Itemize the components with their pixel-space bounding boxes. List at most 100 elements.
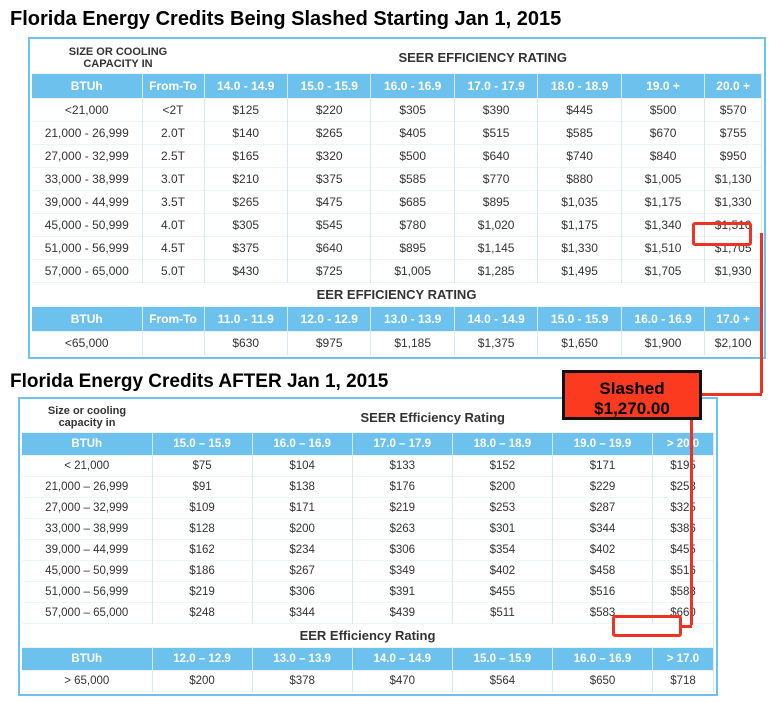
table-cell: 27,000 – 32,999: [22, 498, 152, 519]
table-cell: 2.5T: [142, 144, 204, 167]
table-cell: $570: [705, 98, 762, 121]
table-row: 45,000 – 50,999$186$267$349$402$458$516: [22, 561, 714, 582]
table-cell: $950: [705, 144, 762, 167]
table-cell: $455: [452, 582, 552, 603]
table-cell: $306: [252, 582, 352, 603]
table-row: 51,000 - 56,9994.5T$375$640$895$1,145$1,…: [32, 236, 762, 259]
col-header: 11.0 - 11.9: [204, 306, 287, 331]
table-cell: $162: [152, 540, 252, 561]
table-cell: $475: [287, 190, 370, 213]
table-cell: $840: [621, 144, 704, 167]
table-row: <65,000$630$975$1,185$1,375$1,650$1,900$…: [32, 331, 762, 354]
table-cell: $104: [252, 456, 352, 477]
table-cell: $402: [552, 540, 652, 561]
table-row: 21,000 – 26,999$91$138$176$200$229$258: [22, 477, 714, 498]
table-cell: $585: [538, 121, 621, 144]
table-cell: 33,000 - 38,999: [32, 167, 142, 190]
table-cell: $306: [352, 540, 452, 561]
table-cell: $1,510: [705, 213, 762, 236]
table-cell: $500: [371, 144, 454, 167]
table-row: 33,000 - 38,9993.0T$210$375$585$770$880$…: [32, 167, 762, 190]
table-cell: 2.0T: [142, 121, 204, 144]
table-cell: $263: [352, 519, 452, 540]
table-cell: $430: [204, 259, 287, 282]
col-header: 17.0 - 17.9: [454, 73, 537, 98]
table-cell: $325: [653, 498, 714, 519]
table-cell: 39,000 – 44,999: [22, 540, 152, 561]
table-cell: $1,185: [371, 331, 454, 354]
col-header: 15.0 – 15.9: [152, 433, 252, 456]
table-cell: $128: [152, 519, 252, 540]
table-row: <21,000<2T$125$220$305$390$445$500$570: [32, 98, 762, 121]
table-cell: $1,005: [621, 167, 704, 190]
table-before: SIZE OR COOLINGCAPACITY INSEER EFFICIENC…: [32, 43, 762, 355]
table-after: Size or coolingcapacity inSEER Efficienc…: [22, 403, 714, 693]
table-row: 21,000 - 26,9992.0T$140$265$405$515$585$…: [32, 121, 762, 144]
table-cell: 3.0T: [142, 167, 204, 190]
col-header: 19.0 – 19.9: [552, 433, 652, 456]
table-row: 57,000 – 65,000$248$344$439$511$583$660: [22, 603, 714, 624]
table-cell: $391: [352, 582, 452, 603]
col-header: > 17.0: [653, 648, 714, 671]
table-cell: $500: [621, 98, 704, 121]
table-cell: $755: [705, 121, 762, 144]
table-row: 51,000 – 56,999$219$306$391$455$516$583: [22, 582, 714, 603]
table-cell: $200: [152, 671, 252, 692]
table-cell: $125: [204, 98, 287, 121]
col-header: 16.0 - 16.9: [621, 306, 704, 331]
table-cell: $1,510: [621, 236, 704, 259]
col-header: 17.0 +: [705, 306, 762, 331]
table-cell: 45,000 - 50,999: [32, 213, 142, 236]
table-cell: $195: [653, 456, 714, 477]
col-header: 18.0 – 18.9: [452, 433, 552, 456]
table-cell: $685: [371, 190, 454, 213]
table-cell: 51,000 - 56,999: [32, 236, 142, 259]
col-header: 14.0 - 14.9: [204, 73, 287, 98]
table-cell: 27,000 - 32,999: [32, 144, 142, 167]
headline-before: Florida Energy Credits Being Slashed Sta…: [10, 8, 770, 31]
table-cell: $171: [552, 456, 652, 477]
table-cell: $152: [452, 456, 552, 477]
table-cell: $109: [152, 498, 252, 519]
table-cell: $1,340: [621, 213, 704, 236]
table-cell: $1,705: [705, 236, 762, 259]
table-cell: $1,005: [371, 259, 454, 282]
table-row: 39,000 - 44,9993.5T$265$475$685$895$1,03…: [32, 190, 762, 213]
table-row: 57,000 - 65,0005.0T$430$725$1,005$1,285$…: [32, 259, 762, 282]
col-header: 19.0 +: [621, 73, 704, 98]
table-cell: $511: [452, 603, 552, 624]
table-cell: <21,000: [32, 98, 142, 121]
table-cell: $895: [371, 236, 454, 259]
col-header: 16.0 - 16.9: [371, 73, 454, 98]
col-header: BTUh: [22, 648, 152, 671]
table-cell: $660: [653, 603, 714, 624]
table-cell: $1,175: [621, 190, 704, 213]
table-cell: $354: [452, 540, 552, 561]
table-cell: $458: [552, 561, 652, 582]
table-cell: $545: [287, 213, 370, 236]
table-cell: [142, 331, 204, 354]
table-cell: 51,000 – 56,999: [22, 582, 152, 603]
table-cell: $2,100: [705, 331, 762, 354]
seer-title: SEER EFFICIENCY RATING: [204, 43, 762, 73]
table-cell: $516: [552, 582, 652, 603]
slashed-line2: $1,270.00: [573, 399, 691, 419]
col-header: 13.0 - 13.9: [371, 306, 454, 331]
col-header: 18.0 - 18.9: [538, 73, 621, 98]
col-header: 15.0 - 15.9: [538, 306, 621, 331]
table-cell: $1,650: [538, 331, 621, 354]
table-after-wrap: Size or coolingcapacity inSEER Efficienc…: [18, 397, 718, 697]
table-cell: $1,375: [454, 331, 537, 354]
table-cell: $515: [454, 121, 537, 144]
col-header: 20.0 +: [705, 73, 762, 98]
table-cell: $234: [252, 540, 352, 561]
table-row: 27,000 – 32,999$109$171$219$253$287$325: [22, 498, 714, 519]
table-cell: 33,000 – 38,999: [22, 519, 152, 540]
table-cell: $455: [653, 540, 714, 561]
table-cell: $516: [653, 561, 714, 582]
table-cell: $186: [152, 561, 252, 582]
table-cell: $439: [352, 603, 452, 624]
table-cell: $133: [352, 456, 452, 477]
table-cell: 57,000 - 65,000: [32, 259, 142, 282]
table-cell: 45,000 – 50,999: [22, 561, 152, 582]
